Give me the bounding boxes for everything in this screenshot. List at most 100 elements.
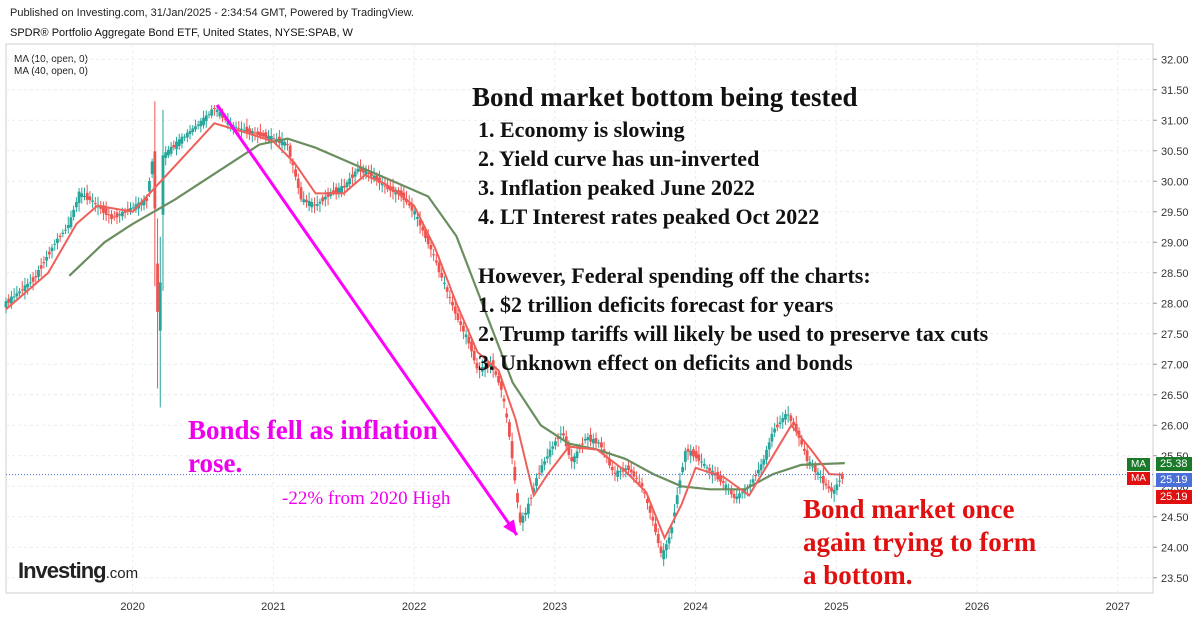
candle (212, 105, 216, 116)
candle (288, 142, 292, 164)
candle (334, 183, 338, 200)
candle (210, 105, 214, 119)
candle (318, 198, 322, 213)
candle (240, 121, 243, 138)
candle (272, 133, 276, 142)
candle (775, 416, 779, 432)
x-tick-label: 2024 (683, 601, 707, 613)
candle (459, 314, 463, 332)
candle (175, 136, 178, 156)
y-tick-label: 30.50 (1161, 146, 1189, 158)
candle (808, 455, 812, 470)
investing-logo: Investing.com (18, 558, 138, 584)
logo-suffix: .com (105, 565, 139, 582)
candle (618, 466, 622, 480)
candle (586, 432, 590, 448)
annotation-point-1: 1. Economy is slowing (478, 117, 685, 142)
candle (613, 465, 617, 482)
candle (12, 288, 16, 304)
bottom-line-3: a bottom. (803, 560, 913, 590)
candle (156, 218, 159, 389)
candle (443, 276, 446, 290)
candle (594, 432, 598, 449)
candle (172, 140, 176, 151)
candle (53, 239, 57, 251)
candle (543, 457, 546, 471)
y-tick-label: 24.50 (1161, 512, 1189, 524)
candle (256, 127, 260, 144)
candle (516, 488, 519, 509)
candle (253, 127, 257, 141)
candle (305, 194, 308, 208)
candle (524, 507, 528, 522)
candle (4, 297, 8, 314)
candle (104, 201, 108, 222)
x-tick-label: 2027 (1106, 601, 1130, 613)
candle (589, 427, 592, 447)
candle (545, 448, 549, 464)
candle (478, 362, 482, 379)
candle (784, 409, 787, 426)
x-tick-label: 2020 (120, 601, 144, 613)
candle (835, 478, 839, 496)
candle (61, 229, 65, 238)
candle (58, 233, 62, 243)
candle (72, 205, 76, 221)
candle (759, 458, 763, 475)
candle (664, 539, 668, 559)
y-tick-label: 24.00 (1161, 542, 1189, 554)
candle (204, 110, 208, 128)
y-tick-label: 31.50 (1161, 85, 1189, 97)
ma40-legend: MA (40, open, 0) (14, 66, 88, 77)
candle (129, 202, 132, 215)
candle (299, 182, 303, 203)
x-tick-label: 2026 (965, 601, 989, 613)
candle (667, 530, 671, 550)
candle (345, 179, 349, 191)
candle (765, 445, 768, 465)
candle (675, 486, 679, 509)
candle (551, 441, 555, 456)
candle (191, 125, 195, 136)
candle (307, 192, 311, 212)
candle (337, 182, 341, 198)
candle (448, 290, 452, 305)
however-title: However, Federal spending off the charts… (478, 263, 871, 288)
candle (267, 130, 270, 144)
candle (418, 211, 422, 234)
candle (756, 462, 760, 477)
candle (321, 194, 325, 206)
candle (518, 505, 522, 526)
candle (510, 432, 514, 465)
candle (142, 195, 146, 211)
chart-subtitle: SPDR® Portfolio Aggregate Bond ETF, Unit… (10, 27, 353, 39)
candle (93, 196, 97, 212)
ma10-value-badge: 25.19 (1156, 490, 1192, 504)
ma40-line (68, 137, 845, 491)
candle (513, 460, 517, 484)
candle (185, 129, 189, 143)
candle (158, 236, 162, 408)
candle (816, 467, 820, 481)
candle (773, 423, 777, 438)
candle (264, 128, 268, 144)
candle (351, 167, 354, 186)
candle (762, 454, 766, 469)
candle (654, 515, 657, 536)
ma10-badge-label: MA (1127, 472, 1150, 485)
candle (91, 193, 95, 208)
candle (166, 145, 170, 158)
candle (69, 210, 73, 230)
candle (183, 134, 187, 142)
y-tick-label: 23.50 (1161, 573, 1189, 585)
candle (827, 480, 831, 494)
candle (383, 177, 387, 194)
candle (461, 322, 465, 340)
candle (508, 419, 511, 440)
candle (521, 512, 525, 532)
candle (610, 461, 614, 476)
candle (738, 488, 741, 504)
y-tick-label: 29.50 (1161, 207, 1189, 219)
candle (102, 201, 105, 220)
